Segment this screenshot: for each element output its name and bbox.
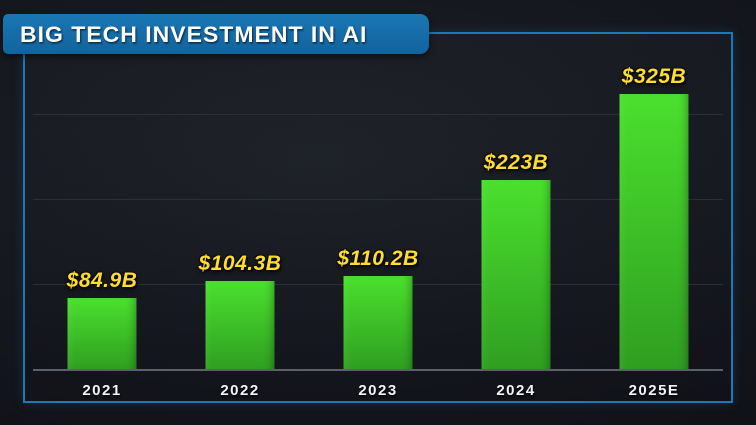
bar-group-2025e: $325B 2025E bbox=[585, 34, 723, 399]
plot-area: $84.9B 2021 $104.3B 2022 $110.2B 2023 $223B 202… bbox=[33, 34, 723, 399]
bar-2023 bbox=[343, 276, 413, 370]
x-axis-label: 2021 bbox=[82, 382, 122, 399]
bar-value-label: $110.2B bbox=[337, 247, 419, 270]
gridline-200 bbox=[33, 199, 723, 200]
bar-value-label: $325B bbox=[621, 65, 687, 88]
chart-frame: $84.9B 2021 $104.3B 2022 $110.2B 2023 $223B 202… bbox=[23, 32, 733, 403]
x-axis-label: 2024 bbox=[496, 382, 536, 399]
x-axis-line bbox=[33, 369, 723, 371]
bar-2022 bbox=[205, 281, 275, 370]
bar-group-2021: $84.9B 2021 bbox=[33, 34, 171, 399]
page-title: BIG TECH INVESTMENT IN AI bbox=[20, 20, 368, 47]
bar-group-2022: $104.3B 2022 bbox=[171, 34, 309, 399]
x-axis-label: 2025E bbox=[628, 382, 680, 399]
bar-group-2023: $110.2B 2023 bbox=[309, 34, 447, 399]
bar-2025e bbox=[619, 94, 689, 370]
title-banner: BIG TECH INVESTMENT IN AI bbox=[3, 14, 429, 54]
bar-value-label: $104.3B bbox=[198, 252, 282, 275]
bar-2024 bbox=[481, 180, 551, 370]
bar-value-label: $223B bbox=[483, 151, 549, 174]
x-axis-label: 2023 bbox=[358, 382, 398, 399]
x-axis-label: 2022 bbox=[220, 382, 260, 399]
gridline-300 bbox=[33, 114, 723, 115]
bar-2021 bbox=[67, 298, 137, 370]
bar-group-2024: $223B 2024 bbox=[447, 34, 585, 399]
bar-value-label: $84.9B bbox=[66, 269, 138, 292]
